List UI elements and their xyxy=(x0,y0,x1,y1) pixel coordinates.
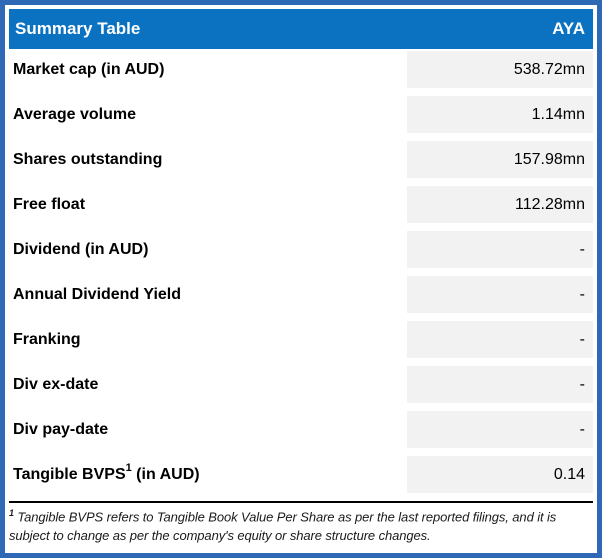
footnote-marker: 1 xyxy=(9,508,14,518)
table-row: Franking - xyxy=(9,321,593,358)
row-value: - xyxy=(407,321,593,358)
row-label: Free float xyxy=(13,195,86,213)
table-row: Free float 112.28mn xyxy=(9,186,593,223)
row-label: Annual Dividend Yield xyxy=(13,285,182,303)
table-row: Div ex-date - xyxy=(9,366,593,403)
table-row: Div pay-date - xyxy=(9,411,593,448)
row-value: 1.14mn xyxy=(407,96,593,133)
row-value: - xyxy=(407,231,593,268)
table-row: Tangible BVPS1 (in AUD) 0.14 xyxy=(9,456,593,493)
table-row: Market cap (in AUD) 538.72mn xyxy=(9,51,593,88)
row-value: 538.72mn xyxy=(407,51,593,88)
row-value: - xyxy=(407,366,593,403)
table-row: Shares outstanding 157.98mn xyxy=(9,141,593,178)
table-header: Summary Table AYA xyxy=(9,9,593,49)
footnote-text: Tangible BVPS refers to Tangible Book Va… xyxy=(9,509,557,544)
row-label: Div ex-date xyxy=(13,375,99,393)
row-label: Dividend (in AUD) xyxy=(13,240,149,258)
row-label: Market cap (in AUD) xyxy=(13,60,165,78)
ticker-label: AYA xyxy=(552,19,585,38)
row-value: 0.14 xyxy=(407,456,593,493)
row-label: Div pay-date xyxy=(13,420,109,438)
row-label: Average volume xyxy=(13,105,137,123)
table-row: Average volume 1.14mn xyxy=(9,96,593,133)
footnote: 1 Tangible BVPS refers to Tangible Book … xyxy=(9,501,593,546)
row-value: - xyxy=(407,411,593,448)
row-label: Shares outstanding xyxy=(13,150,163,168)
table-title: Summary Table xyxy=(15,19,141,38)
table-row: Dividend (in AUD) - xyxy=(9,231,593,268)
table-body: Market cap (in AUD) 538.72mn Average vol… xyxy=(9,51,593,501)
row-label: Franking xyxy=(13,330,81,348)
row-label: Tangible BVPS1 (in AUD) xyxy=(13,462,200,483)
row-value: 157.98mn xyxy=(407,141,593,178)
row-value: - xyxy=(407,276,593,313)
table-row: Annual Dividend Yield - xyxy=(9,276,593,313)
row-value: 112.28mn xyxy=(407,186,593,223)
